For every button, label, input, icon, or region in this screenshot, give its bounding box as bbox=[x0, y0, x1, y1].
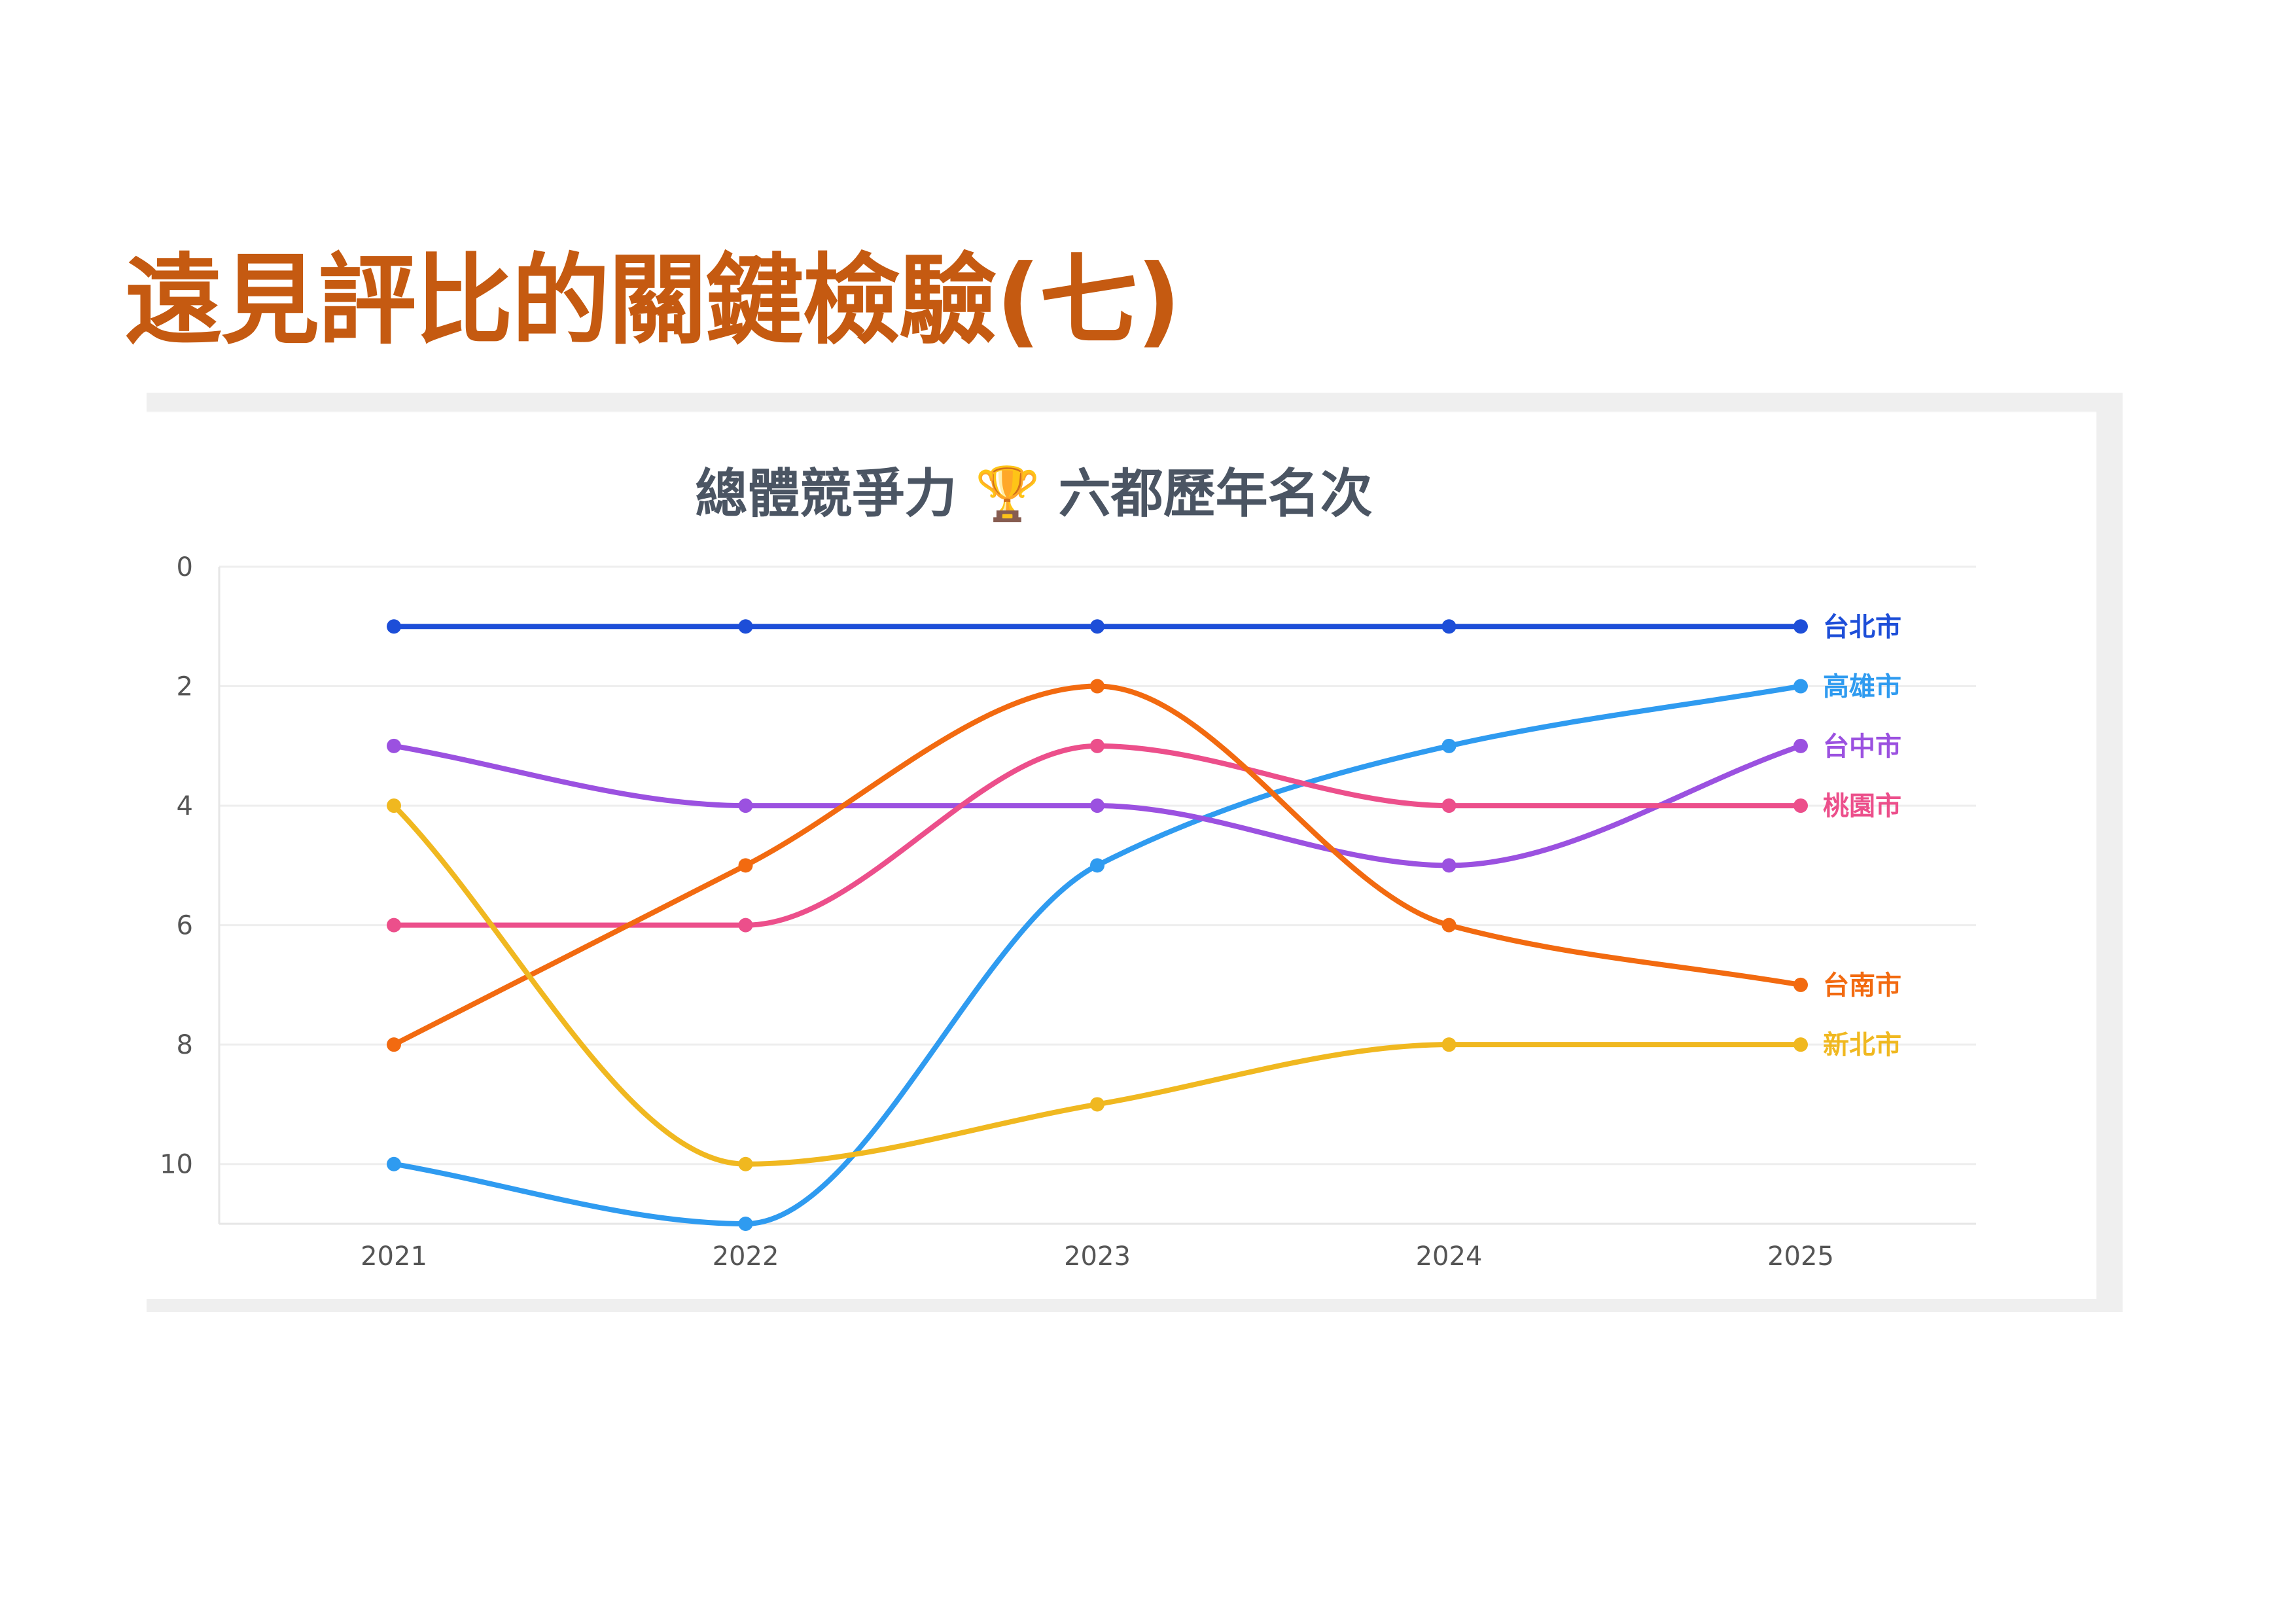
series-line-1 bbox=[391, 683, 1803, 1227]
series-label-1: 高雄市 bbox=[1823, 672, 1901, 702]
y-tick-label-8: 8 bbox=[177, 1030, 193, 1060]
data-point-5-2023 bbox=[1090, 1097, 1104, 1112]
y-tick-label-6: 6 bbox=[177, 911, 193, 941]
data-point-2-2022 bbox=[738, 798, 753, 813]
data-point-0-2024 bbox=[1441, 619, 1457, 634]
data-point-5-2025 bbox=[1793, 1037, 1808, 1052]
data-point-4-2022 bbox=[738, 858, 753, 873]
data-point-1-2024 bbox=[1441, 738, 1457, 753]
data-point-2-2024 bbox=[1441, 858, 1457, 873]
data-point-2-2023 bbox=[1090, 798, 1104, 813]
x-tick-label-2023: 2023 bbox=[1064, 1241, 1131, 1272]
data-point-4-2024 bbox=[1441, 918, 1457, 933]
data-point-5-2024 bbox=[1441, 1037, 1457, 1052]
data-point-4-2021 bbox=[387, 1037, 401, 1052]
data-point-1-2022 bbox=[738, 1217, 753, 1231]
series-label-2: 台中市 bbox=[1823, 732, 1901, 762]
data-point-4-2025 bbox=[1793, 977, 1808, 992]
y-tick-label-2: 2 bbox=[177, 672, 193, 702]
data-point-3-2021 bbox=[387, 918, 401, 933]
data-point-2-2025 bbox=[1793, 738, 1808, 753]
series-label-3: 桃園市 bbox=[1823, 791, 1901, 821]
series-line-5 bbox=[391, 803, 1803, 1167]
data-point-0-2021 bbox=[387, 619, 401, 634]
data-point-2-2021 bbox=[387, 738, 401, 753]
data-point-0-2022 bbox=[738, 619, 753, 634]
points-layer bbox=[387, 619, 1808, 1231]
data-point-5-2022 bbox=[738, 1156, 753, 1171]
data-point-4-2023 bbox=[1090, 679, 1104, 694]
data-point-3-2023 bbox=[1090, 738, 1104, 753]
series-label-4: 台南市 bbox=[1823, 971, 1901, 1001]
data-point-0-2025 bbox=[1793, 619, 1808, 634]
data-point-1-2021 bbox=[387, 1156, 401, 1171]
data-point-1-2023 bbox=[1090, 858, 1104, 873]
chart-title: 總體競爭力 🏆 六都歷年名次 bbox=[695, 463, 1373, 524]
axis-layer: 0 2 4 6 8 10 2021 2022 2023 2024 2025 bbox=[160, 552, 1976, 1272]
x-tick-label-2024: 2024 bbox=[1416, 1241, 1483, 1272]
data-point-3-2022 bbox=[738, 918, 753, 933]
data-point-3-2025 bbox=[1793, 798, 1808, 813]
y-tick-label-10: 10 bbox=[160, 1150, 193, 1180]
data-point-3-2024 bbox=[1441, 798, 1457, 813]
x-tick-label-2021: 2021 bbox=[361, 1241, 427, 1272]
data-point-1-2025 bbox=[1793, 679, 1808, 694]
data-point-5-2021 bbox=[387, 798, 401, 813]
slide-title: 遠見評比的關鍵檢驗(七) bbox=[124, 244, 1181, 358]
data-point-0-2023 bbox=[1090, 619, 1104, 634]
x-tick-label-2025: 2025 bbox=[1767, 1241, 1834, 1272]
y-tick-label-0: 0 bbox=[177, 552, 193, 582]
y-tick-label-4: 4 bbox=[177, 791, 193, 821]
series-label-5: 新北市 bbox=[1823, 1030, 1901, 1060]
series-label-0: 台北市 bbox=[1823, 612, 1901, 642]
x-tick-label-2022: 2022 bbox=[713, 1241, 779, 1272]
